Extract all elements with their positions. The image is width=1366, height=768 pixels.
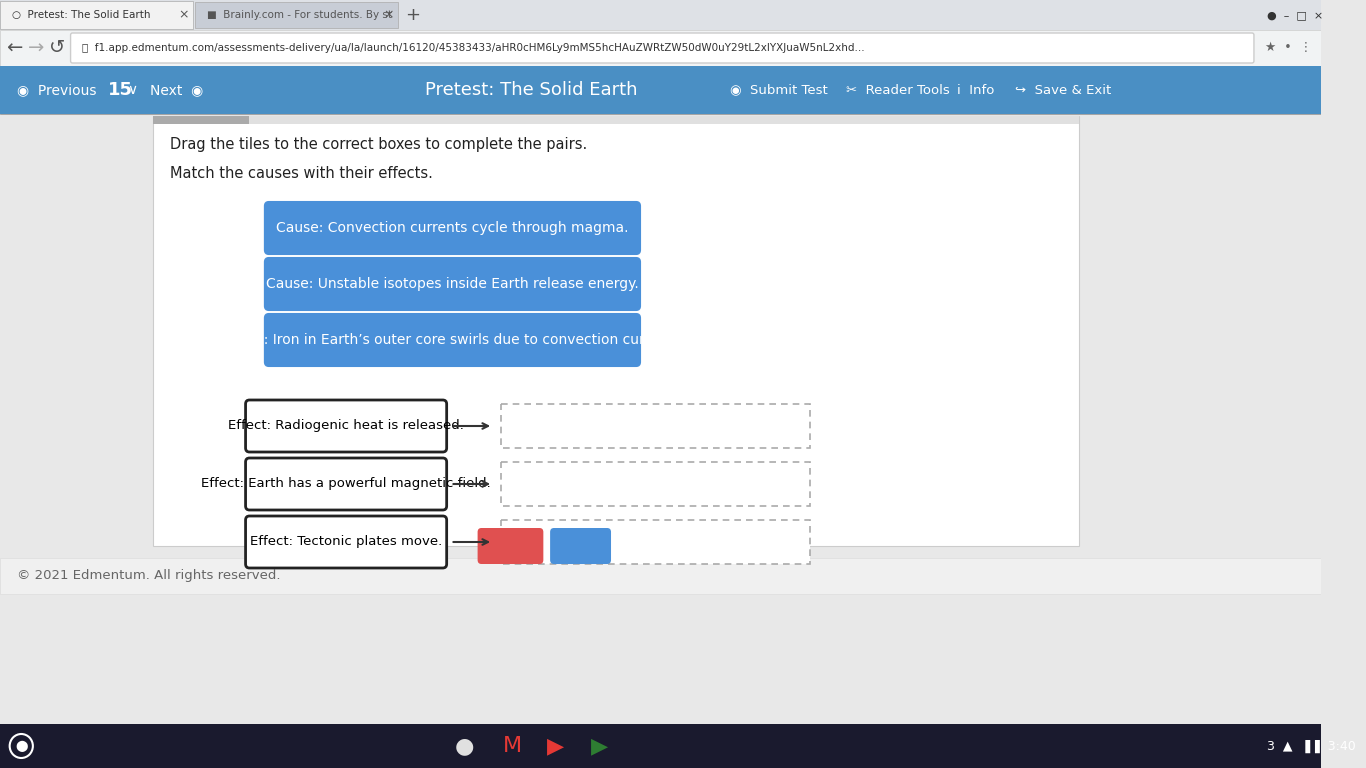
Text: ●  –  □  ×: ● – □ × [1266,10,1322,20]
Text: ▶: ▶ [591,736,608,756]
FancyBboxPatch shape [246,516,447,568]
Text: ■  Brainly.com - For students. By st: ■ Brainly.com - For students. By st [206,10,392,20]
Text: Next  ◉: Next ◉ [150,83,204,97]
Text: Cause: Unstable isotopes inside Earth release energy.: Cause: Unstable isotopes inside Earth re… [266,277,639,291]
Text: ●: ● [455,736,474,756]
Text: Effect: Earth has a powerful magnetic field.: Effect: Earth has a powerful magnetic fi… [201,478,490,491]
Text: Cause: Iron in Earth’s outer core swirls due to convection currents.: Cause: Iron in Earth’s outer core swirls… [221,333,684,347]
Text: ↺: ↺ [49,38,66,58]
Text: ○  Pretest: The Solid Earth: ○ Pretest: The Solid Earth [11,10,150,20]
Text: Effect: Tectonic plates move.: Effect: Tectonic plates move. [250,535,443,548]
Text: ◉  Previous: ◉ Previous [18,83,97,97]
FancyBboxPatch shape [265,314,641,366]
Text: ⬤: ⬤ [15,740,27,752]
Text: M: M [503,736,522,756]
Text: +: + [406,6,421,24]
FancyBboxPatch shape [501,520,810,564]
Text: ×: × [179,8,189,22]
FancyBboxPatch shape [0,724,1321,768]
Text: 15: 15 [108,81,134,99]
Text: © 2021 Edmentum. All rights reserved.: © 2021 Edmentum. All rights reserved. [18,570,281,582]
Text: i  Info: i Info [958,84,994,97]
FancyBboxPatch shape [501,462,810,506]
FancyBboxPatch shape [265,258,641,310]
Text: Match the causes with their effects.: Match the causes with their effects. [171,167,433,181]
FancyBboxPatch shape [153,116,1079,124]
Text: →: → [27,38,44,58]
FancyBboxPatch shape [550,528,611,564]
FancyBboxPatch shape [0,66,1321,114]
FancyBboxPatch shape [0,1,194,29]
Text: ↪  Save & Exit: ↪ Save & Exit [1015,84,1112,97]
Text: Cause: Convection currents cycle through magma.: Cause: Convection currents cycle through… [276,221,628,235]
Text: 3  ▲  ▐▐  3:40: 3 ▲ ▐▐ 3:40 [1266,740,1355,753]
FancyBboxPatch shape [265,202,641,254]
Text: 🔒  f1.app.edmentum.com/assessments-delivery/ua/la/launch/16120/45383433/aHR0cHM6: 🔒 f1.app.edmentum.com/assessments-delive… [82,43,865,53]
FancyBboxPatch shape [246,458,447,510]
Text: ∨: ∨ [127,83,138,97]
Text: ▶: ▶ [548,736,564,756]
Text: Pretest: The Solid Earth: Pretest: The Solid Earth [425,81,638,99]
FancyBboxPatch shape [153,116,250,124]
FancyBboxPatch shape [246,400,447,452]
FancyBboxPatch shape [0,558,1321,594]
Text: ←: ← [7,38,23,58]
Text: ✂  Reader Tools: ✂ Reader Tools [846,84,949,97]
Text: ×: × [384,8,393,22]
FancyBboxPatch shape [195,2,399,28]
Text: Effect: Radiogenic heat is released.: Effect: Radiogenic heat is released. [228,419,464,432]
FancyBboxPatch shape [0,30,1321,66]
FancyBboxPatch shape [0,0,1321,30]
FancyBboxPatch shape [153,116,1079,546]
FancyBboxPatch shape [501,404,810,448]
Text: Drag the tiles to the correct boxes to complete the pairs.: Drag the tiles to the correct boxes to c… [171,137,587,151]
Text: ★  •  ⋮: ★ • ⋮ [1265,41,1311,55]
FancyBboxPatch shape [478,528,544,564]
FancyBboxPatch shape [71,33,1254,63]
Text: ◉  Submit Test: ◉ Submit Test [729,84,828,97]
